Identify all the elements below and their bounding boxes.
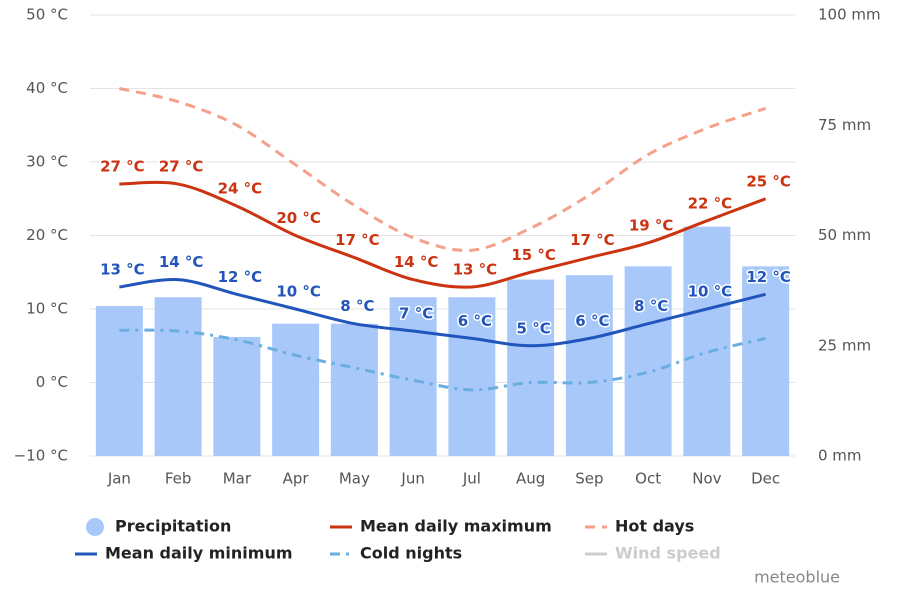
line (119, 328, 766, 392)
x-tick-label: Mar (223, 470, 252, 488)
bar (565, 275, 613, 456)
data-label: 14 °C (159, 253, 204, 271)
legend-label: Wind speed (615, 544, 721, 563)
bar (507, 279, 555, 456)
line (119, 180, 767, 289)
data-label: 17 °C (335, 231, 380, 249)
credit: meteoblue (754, 568, 840, 587)
x-tick-label: Oct (635, 470, 661, 488)
data-label: 8 °C (340, 297, 374, 315)
bar (683, 226, 731, 456)
data-label: 13 °C (100, 260, 145, 278)
bar (624, 266, 672, 456)
y-tick-label: 40 °C (26, 79, 68, 97)
line (119, 87, 767, 252)
x-tick-label: Jan (107, 470, 131, 488)
x-tick-label: May (339, 470, 370, 488)
data-label: 8 °C (634, 297, 668, 315)
x-tick-label: Apr (283, 470, 310, 488)
bar (448, 297, 496, 456)
data-label: 6 °C (458, 312, 492, 330)
legend-label: Mean daily maximum (360, 517, 552, 536)
data-label: 22 °C (688, 194, 733, 212)
bar (330, 323, 378, 456)
y-tick-label: 30 °C (26, 153, 68, 171)
y2-tick-label: 75 mm (818, 116, 871, 134)
data-label: 5 °C (517, 319, 551, 337)
x-tick-label: Feb (165, 470, 192, 488)
y-tick-label: 0 °C (36, 373, 68, 391)
data-label: 25 °C (746, 172, 791, 190)
data-label: 10 °C (276, 283, 321, 301)
data-label: 19 °C (629, 216, 674, 234)
data-label: 14 °C (394, 253, 439, 271)
x-tick-label: Aug (516, 470, 545, 488)
data-label: 12 °C (746, 268, 791, 286)
y-tick-label: −10 °C (14, 447, 68, 465)
bar (95, 306, 143, 456)
legend-label: Precipitation (115, 517, 231, 536)
data-label: 27 °C (100, 158, 145, 176)
bar (154, 297, 202, 456)
y2-tick-label: 100 mm (818, 6, 881, 24)
line (119, 278, 766, 348)
data-label: 27 °C (159, 158, 204, 176)
bar (272, 323, 320, 456)
legend-label: Mean daily minimum (105, 544, 293, 563)
x-tick-label: Jun (400, 470, 424, 488)
data-label: 24 °C (218, 180, 263, 198)
y-tick-label: 50 °C (26, 6, 68, 24)
bar (213, 336, 261, 456)
data-label: 15 °C (511, 246, 556, 264)
y-tick-label: 10 °C (26, 300, 68, 318)
data-label: 17 °C (570, 231, 615, 249)
y2-tick-label: 0 mm (818, 447, 862, 465)
data-label: 20 °C (276, 209, 321, 227)
y-tick-label: 20 °C (26, 226, 68, 244)
legend-symbol (86, 518, 104, 536)
legend-label: Cold nights (360, 544, 462, 563)
data-label: 6 °C (575, 312, 609, 330)
y2-tick-label: 50 mm (818, 226, 871, 244)
data-label: 10 °C (688, 283, 733, 301)
y2-tick-label: 25 mm (818, 336, 871, 354)
data-label: 13 °C (453, 260, 498, 278)
x-tick-label: Dec (751, 470, 780, 488)
data-label: 12 °C (218, 268, 263, 286)
data-label: 7 °C (399, 305, 433, 323)
x-tick-label: Nov (692, 470, 721, 488)
x-tick-label: Jul (462, 470, 481, 488)
x-tick-label: Sep (575, 470, 603, 488)
legend-label: Hot days (615, 517, 694, 536)
